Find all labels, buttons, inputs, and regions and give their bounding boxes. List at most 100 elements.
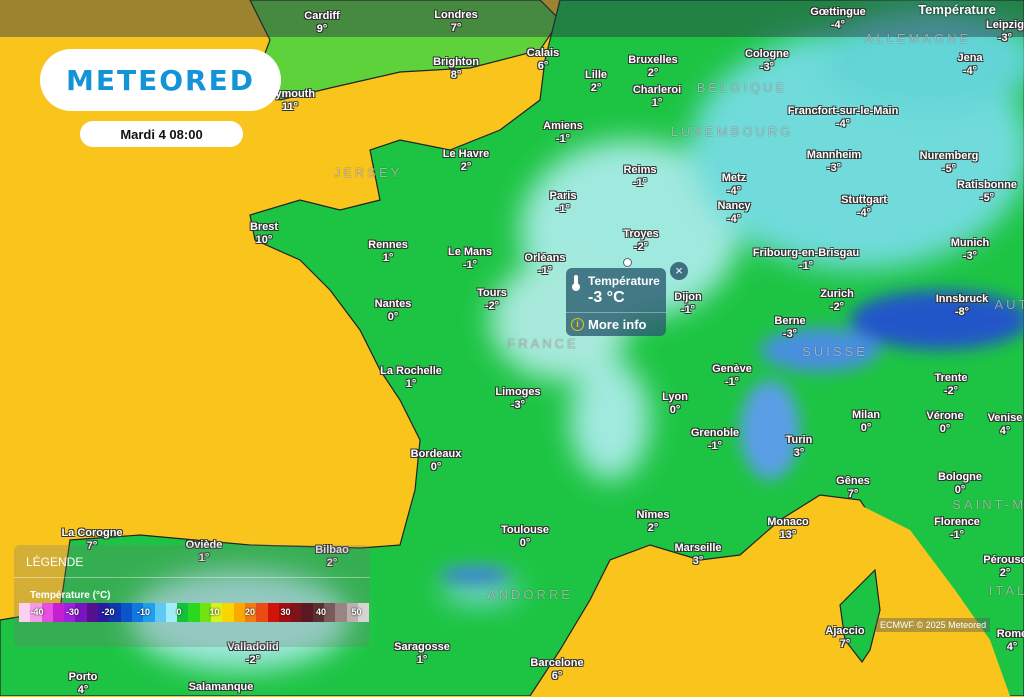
city-temperature: -4° xyxy=(717,213,750,226)
city-marker[interactable]: Paris-1° xyxy=(550,190,577,216)
city-name: Lille xyxy=(585,69,607,82)
city-temperature: 1° xyxy=(368,252,408,265)
city-temperature: -1° xyxy=(691,440,739,453)
city-temperature: -8° xyxy=(936,306,989,319)
city-marker[interactable]: Amiens-1° xyxy=(543,120,583,146)
city-temperature: 4° xyxy=(997,641,1024,654)
city-marker[interactable]: Ratisbonne-5° xyxy=(957,179,1017,205)
city-marker[interactable]: Orléans-1° xyxy=(525,252,566,278)
city-marker[interactable]: Florence-1° xyxy=(934,516,980,542)
city-temperature: 0° xyxy=(662,404,688,417)
city-temperature: -4° xyxy=(957,65,982,78)
country-label: JERSEY xyxy=(334,165,403,180)
city-marker[interactable]: Nancy-4° xyxy=(717,200,750,226)
city-marker[interactable]: Berne-3° xyxy=(774,315,805,341)
city-name: Porto xyxy=(69,671,98,684)
city-marker[interactable]: Trente-2° xyxy=(934,372,967,398)
city-name: Nancy xyxy=(717,200,750,213)
city-temperature: -2° xyxy=(934,385,967,398)
city-marker[interactable]: Limoges-3° xyxy=(495,386,540,412)
city-temperature: 2° xyxy=(443,161,489,174)
city-marker[interactable]: Le Mans-1° xyxy=(448,246,492,272)
info-icon: i xyxy=(571,318,584,331)
city-marker[interactable]: Fribourg-en-Brisgau-1° xyxy=(753,247,859,273)
city-temperature: -1° xyxy=(525,265,566,278)
city-marker[interactable]: Salamanque xyxy=(189,681,254,694)
city-name: Nîmes xyxy=(636,509,669,522)
city-marker[interactable]: Innsbruck-8° xyxy=(936,293,989,319)
city-marker[interactable]: Cologne-3° xyxy=(745,48,789,74)
city-temperature: 0° xyxy=(852,422,880,435)
country-label: FRANCE xyxy=(507,336,578,351)
city-name: Rennes xyxy=(368,239,408,252)
location-pin[interactable] xyxy=(623,258,632,267)
city-name: Francfort-sur-le-Main xyxy=(788,105,899,118)
city-marker[interactable]: Tours-2° xyxy=(477,287,507,313)
city-name: Trente xyxy=(934,372,967,385)
city-marker[interactable]: Grenoble-1° xyxy=(691,427,739,453)
city-marker[interactable]: Jena-4° xyxy=(957,52,982,78)
country-label: SUISSE xyxy=(802,344,868,359)
city-marker[interactable]: Zurich-2° xyxy=(820,288,854,314)
city-marker[interactable]: Troyes-2° xyxy=(623,228,658,254)
city-name: Barcelone xyxy=(530,657,583,670)
legend-title[interactable]: LÉGENDE xyxy=(26,555,83,569)
city-temperature: -5° xyxy=(957,192,1017,205)
city-marker[interactable]: Stuttgart-4° xyxy=(841,194,887,220)
meteored-logo[interactable]: METEORED xyxy=(40,49,281,111)
city-marker[interactable]: Reims-1° xyxy=(623,164,656,190)
close-popup-button[interactable]: × xyxy=(670,262,688,280)
city-name: La Corogne xyxy=(61,527,122,540)
city-marker[interactable]: Munich-3° xyxy=(951,237,990,263)
city-marker[interactable]: Rome4° xyxy=(997,628,1024,654)
city-marker[interactable]: Mannheim-3° xyxy=(807,149,861,175)
city-marker[interactable]: Genève-1° xyxy=(712,363,752,389)
city-name: Pérouse xyxy=(983,554,1024,567)
city-marker[interactable]: Metz-4° xyxy=(722,172,746,198)
city-marker[interactable]: Nuremberg-5° xyxy=(920,150,979,176)
city-name: Le Mans xyxy=(448,246,492,259)
city-temperature: 7° xyxy=(836,488,870,501)
city-temperature: 6° xyxy=(530,670,583,683)
city-temperature: 13° xyxy=(767,529,809,542)
forecast-datetime[interactable]: Mardi 4 08:00 xyxy=(80,121,243,147)
city-marker[interactable]: Dijon-1° xyxy=(674,291,702,317)
logo-text: METEORED xyxy=(66,64,255,97)
city-marker[interactable]: Gœttingue-4° xyxy=(810,6,866,32)
city-name: Leipzig xyxy=(986,19,1024,32)
more-info-link[interactable]: More info xyxy=(588,317,647,332)
city-name: Gênes xyxy=(836,475,870,488)
city-marker[interactable]: Leipzig-3° xyxy=(986,19,1024,45)
city-temperature: -3° xyxy=(495,399,540,412)
city-marker[interactable]: Francfort-sur-le-Main-4° xyxy=(788,105,899,131)
